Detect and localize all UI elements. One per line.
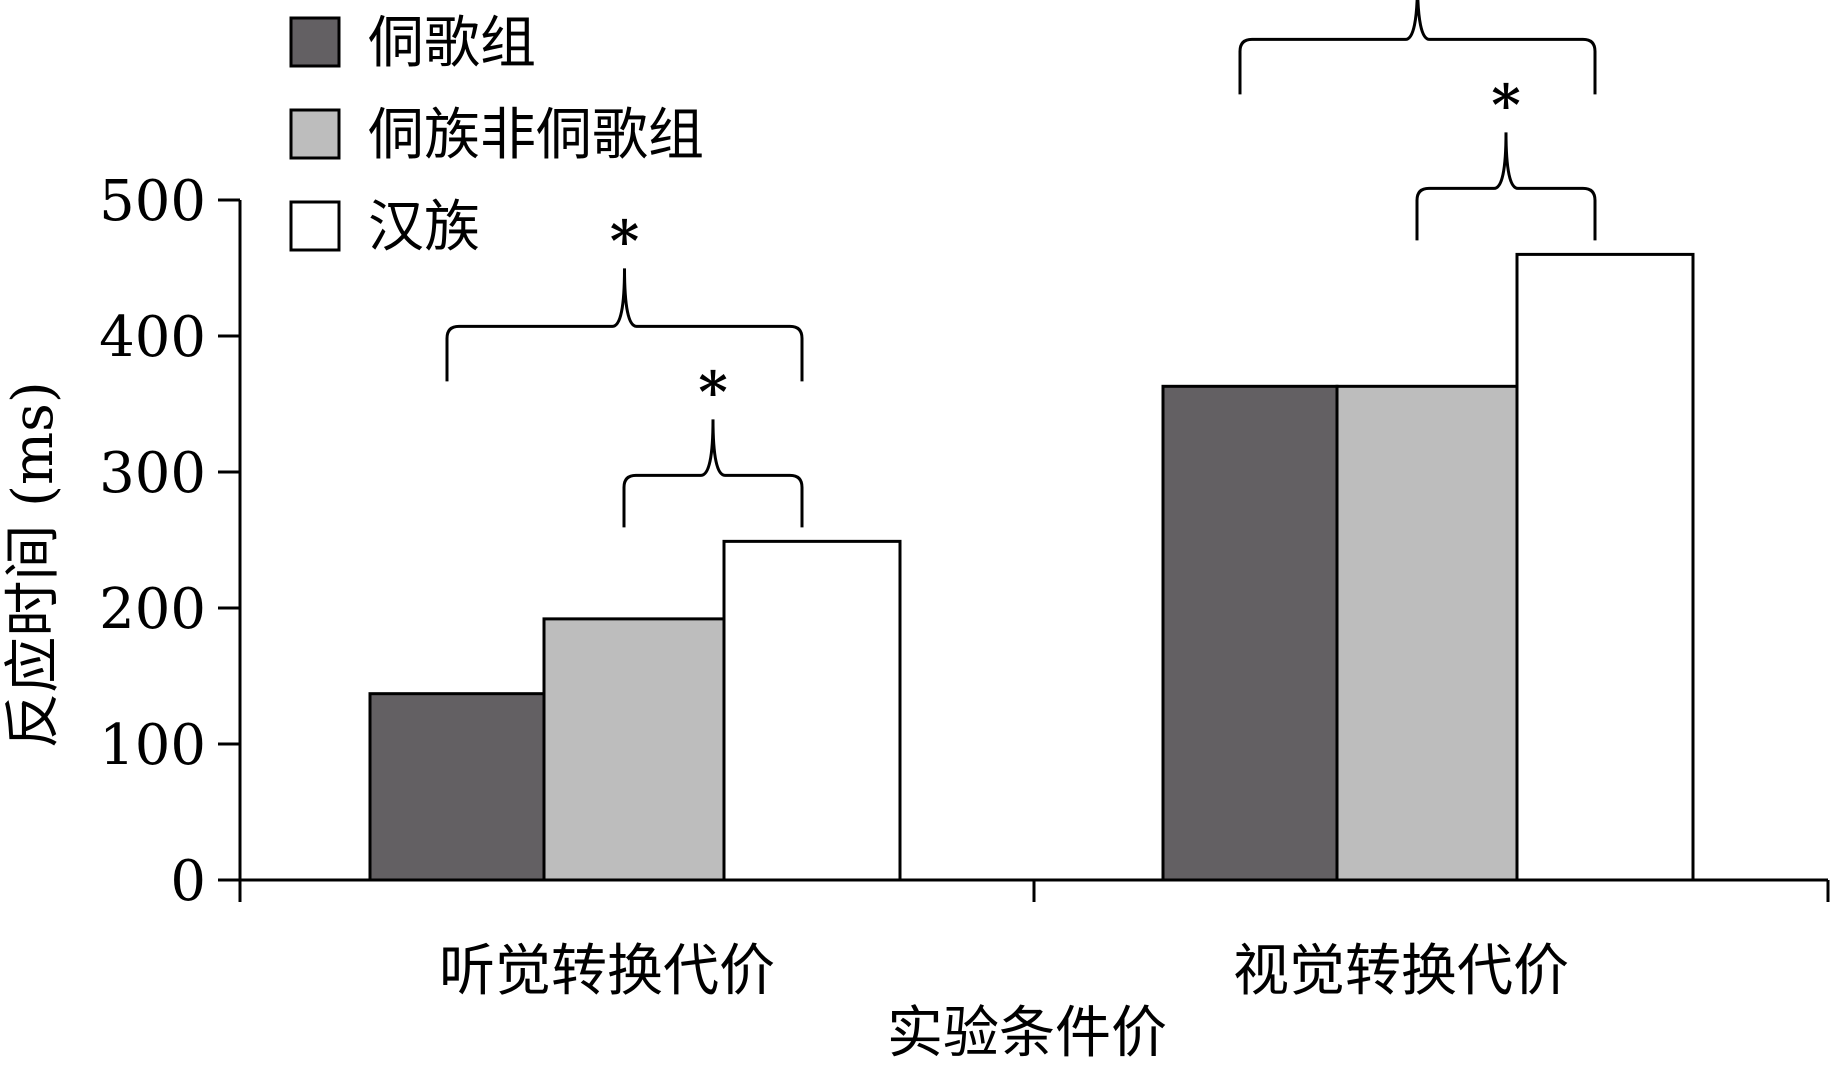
significance-star: * xyxy=(1491,72,1520,138)
significance-bracket xyxy=(1415,132,1597,241)
significance-star: * xyxy=(698,359,727,425)
bars xyxy=(368,252,1695,882)
significance-bracket xyxy=(622,419,804,528)
bar xyxy=(368,692,546,882)
legend-label: 侗族非侗歌组 xyxy=(368,103,704,168)
y-tick-label: 500 xyxy=(99,169,206,234)
bar xyxy=(1161,384,1339,882)
y-axis-title: 反应时间 (ms) xyxy=(1,381,66,748)
legend-swatch xyxy=(289,16,341,68)
legend-swatch xyxy=(289,200,341,252)
bar xyxy=(1515,252,1695,882)
legend-label: 侗歌组 xyxy=(368,11,536,76)
axes: 0 100 200 300 400 500 听觉转换代价 视觉转换代价 xyxy=(99,169,1830,1004)
y-tick-label: 300 xyxy=(99,441,206,506)
bar xyxy=(1335,384,1519,882)
y-tick-label: 100 xyxy=(99,713,206,778)
legend-swatch xyxy=(289,108,341,160)
significance-bracket xyxy=(1238,0,1597,95)
bar xyxy=(542,617,726,882)
x-axis-title: 实验条件价 xyxy=(887,1001,1167,1066)
significance-bracket xyxy=(445,268,804,382)
y-tick-label: 400 xyxy=(99,305,206,370)
significance-star: * xyxy=(610,208,639,274)
x-category-label: 视觉转换代价 xyxy=(1233,939,1569,1004)
x-category-label: 听觉转换代价 xyxy=(439,939,775,1004)
legend-label: 汉族 xyxy=(368,195,480,260)
bar xyxy=(722,539,902,882)
significance-brackets: **** xyxy=(445,0,1597,528)
y-tick-label: 200 xyxy=(99,577,206,642)
y-tick-label: 0 xyxy=(170,849,206,914)
